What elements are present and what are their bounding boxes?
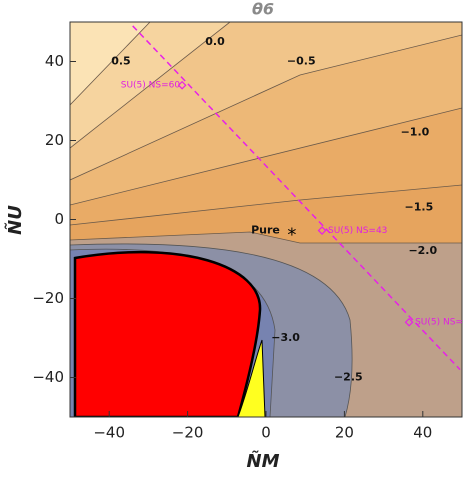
benchmark-label: SU(5) NS=20 <box>415 318 463 328</box>
pure-label: Pure <box>251 224 280 237</box>
chart-title: θ6 <box>252 0 274 19</box>
x-tick-label: −40 <box>93 424 125 442</box>
pure-star: * <box>287 225 296 246</box>
contour-label: −2.5 <box>334 371 363 384</box>
benchmark-point <box>177 80 187 90</box>
su5-line <box>132 25 461 371</box>
y-tick-label: 20 <box>45 131 64 149</box>
contour-label: 0.0 <box>205 35 225 48</box>
contour-label: −0.5 <box>287 55 316 68</box>
benchmark-label: SU(5) NS=60 <box>121 81 181 91</box>
benchmark-point <box>317 226 327 235</box>
benchmark-point <box>404 317 414 327</box>
x-axis-label: ÑM <box>247 449 280 472</box>
x-tick-label: 40 <box>413 424 432 442</box>
contour-label: −1.0 <box>401 126 430 139</box>
x-tick-label: 20 <box>335 424 354 442</box>
contour-label: −3.0 <box>271 331 300 344</box>
contour-label: −2.0 <box>408 244 437 257</box>
y-axis-label: ÑU <box>3 205 26 235</box>
contour-fill <box>70 22 462 417</box>
contour-label: −1.5 <box>405 201 434 214</box>
y-tick-label: −40 <box>32 368 64 386</box>
contour-label: 0.5 <box>111 55 131 68</box>
y-tick-label: 40 <box>45 52 64 70</box>
y-tick-label: −20 <box>32 289 64 307</box>
benchmark-label: SU(5) NS=43 <box>328 226 387 236</box>
y-tick-label: 0 <box>54 210 64 228</box>
x-tick-label: 0 <box>261 424 271 442</box>
x-tick-label: −20 <box>172 424 204 442</box>
